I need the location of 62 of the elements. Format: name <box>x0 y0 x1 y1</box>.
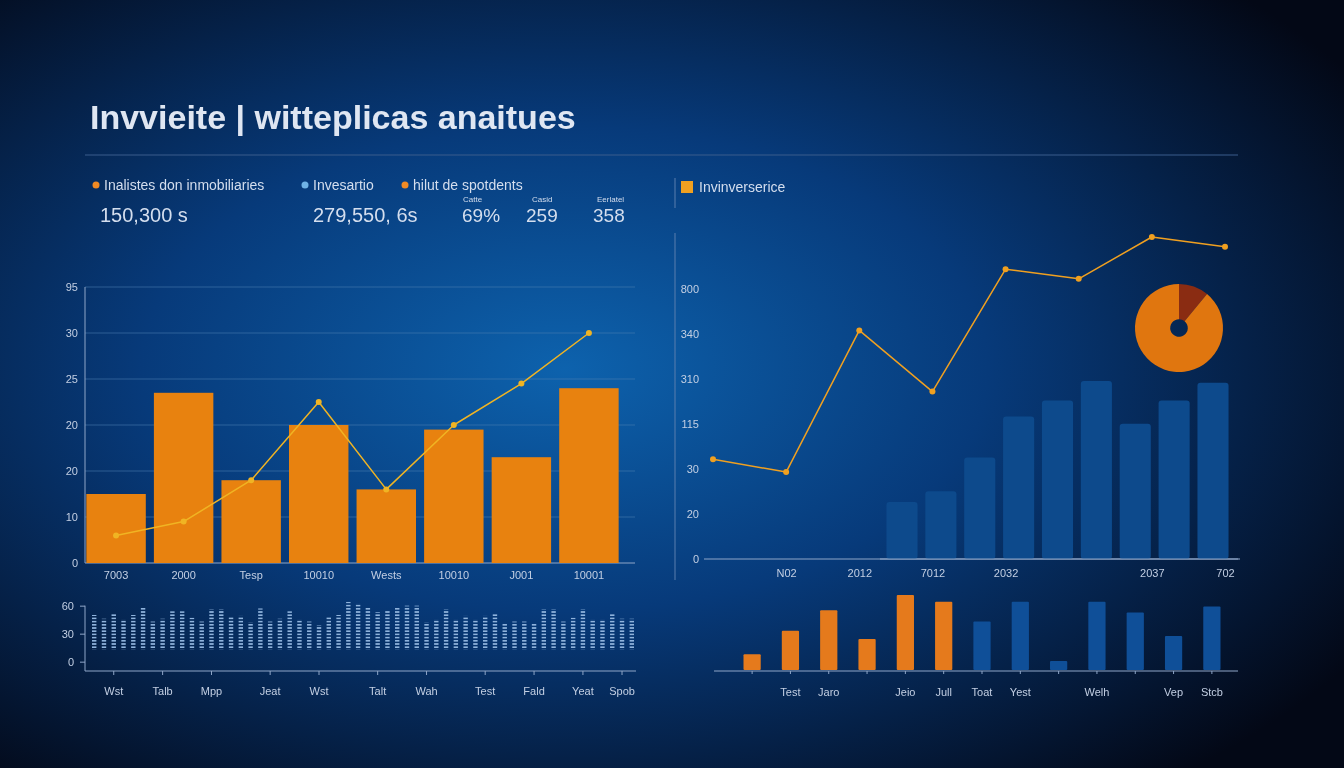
x-tick-label: Wests <box>371 568 402 581</box>
text: 69% <box>462 205 501 226</box>
x-tick-label: Toat <box>971 685 993 698</box>
x-tick-label: J001 <box>509 568 534 581</box>
text: 95 <box>65 280 78 293</box>
x-tick-label: Welh <box>1084 685 1110 698</box>
text: Catte <box>463 195 483 204</box>
x-tick-label: Spob <box>609 684 635 697</box>
text: 30 <box>686 462 699 475</box>
x-tick-label: Fald <box>523 684 545 697</box>
x-tick-label: Wst <box>309 684 329 697</box>
text: Eerlatel <box>597 195 625 204</box>
x-tick-label: Test <box>475 684 496 697</box>
x-tick-label: 2032 <box>993 566 1019 579</box>
x-tick-label: Jaro <box>818 685 840 698</box>
x-tick-label: 10001 <box>573 568 605 581</box>
text: 0 <box>692 552 699 565</box>
text: 20 <box>65 464 78 477</box>
x-tick-label: Yeat <box>572 684 594 697</box>
text: 340 <box>680 327 699 340</box>
x-tick-label: 2037 <box>1140 566 1165 579</box>
text: 800 <box>680 282 699 295</box>
x-tick-label: 2012 <box>847 566 873 579</box>
text: 150,300 s <box>100 204 188 226</box>
x-tick-label: Mpp <box>200 684 223 697</box>
x-tick-label: Wst <box>104 684 124 697</box>
text: 25 <box>65 372 78 385</box>
legend-label: Invinverserice <box>699 179 786 195</box>
x-tick-label: Jeio <box>895 685 916 698</box>
x-tick-label: 7003 <box>103 568 129 581</box>
x-tick-label: Test <box>780 685 801 698</box>
text: 115 <box>681 417 699 430</box>
text: 358 <box>593 205 625 226</box>
y-tick-label: 30 <box>61 627 74 640</box>
x-tick-label: 7012 <box>920 566 946 579</box>
text: Invvieite | witteplicas anaitues <box>90 98 576 136</box>
x-tick-label: N02 <box>776 566 797 579</box>
x-tick-label: Talt <box>369 684 387 697</box>
text: 20 <box>686 507 699 520</box>
x-tick-label: Stcb <box>1200 685 1223 698</box>
x-tick-label: Wah <box>415 684 438 697</box>
y-tick-label: 0 <box>67 655 74 668</box>
text: hilut de spotdents <box>413 177 523 193</box>
text: Casid <box>532 195 553 204</box>
text: Inalistes don inmobiliaries <box>104 177 265 193</box>
x-tick-label: 10010 <box>438 568 470 581</box>
x-tick-label: Talb <box>152 684 173 697</box>
x-tick-label: Tesp <box>239 568 263 581</box>
text: Invesartio <box>313 177 374 193</box>
x-tick-label: Vep <box>1164 685 1184 698</box>
text: 10 <box>65 510 78 523</box>
x-tick-label: 2000 <box>171 568 196 581</box>
x-tick-label: Jeat <box>259 684 281 697</box>
text: 279,550, 6s <box>313 204 418 226</box>
y-tick-label: 60 <box>61 599 74 612</box>
x-tick-label: 10010 <box>303 568 335 581</box>
x-tick-label: Jull <box>935 685 952 698</box>
x-tick-label: Yest <box>1009 685 1031 698</box>
text: 20 <box>65 418 78 431</box>
text: 310 <box>680 372 699 385</box>
text: 259 <box>526 205 558 226</box>
x-tick-label: 702 <box>1216 566 1235 579</box>
